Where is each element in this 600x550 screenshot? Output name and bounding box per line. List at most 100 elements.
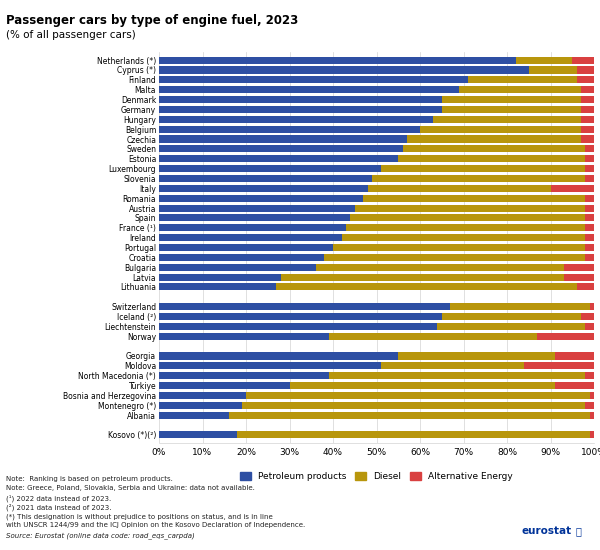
Bar <box>586 402 594 409</box>
Bar <box>586 145 594 152</box>
Bar <box>551 185 594 192</box>
Bar <box>586 214 594 222</box>
Text: Passenger cars by type of engine fuel, 2023: Passenger cars by type of engine fuel, 2… <box>6 14 298 27</box>
Bar <box>350 214 586 222</box>
Bar <box>572 57 594 64</box>
Bar <box>516 57 572 64</box>
Bar <box>159 303 451 310</box>
Text: (²) 2021 data instead of 2023.: (²) 2021 data instead of 2023. <box>6 504 112 512</box>
Bar <box>159 234 342 241</box>
Bar <box>555 353 594 360</box>
Bar <box>333 244 586 251</box>
Bar <box>581 313 594 320</box>
Bar <box>590 431 594 438</box>
Bar <box>159 195 364 202</box>
Bar <box>372 175 586 182</box>
Bar <box>159 106 442 113</box>
Text: eurostat: eurostat <box>522 526 572 536</box>
Text: ⬛: ⬛ <box>576 526 582 536</box>
Bar <box>329 372 586 379</box>
Bar <box>159 165 381 172</box>
Bar <box>159 402 242 409</box>
Bar <box>159 362 381 370</box>
Bar <box>242 402 586 409</box>
Bar <box>238 431 590 438</box>
Bar <box>159 214 350 222</box>
Bar <box>159 57 516 64</box>
Bar <box>159 175 372 182</box>
Bar <box>468 76 577 84</box>
Bar <box>346 224 586 232</box>
Bar <box>577 283 594 290</box>
Bar <box>590 303 594 310</box>
Bar <box>451 303 590 310</box>
Bar <box>342 234 586 241</box>
Bar <box>586 254 594 261</box>
Bar <box>398 155 586 162</box>
Bar <box>433 116 581 123</box>
Bar <box>290 382 555 389</box>
Bar <box>159 86 459 94</box>
Bar <box>529 67 577 74</box>
Text: Source: Eurostat (online data code: road_eqs_carpda): Source: Eurostat (online data code: road… <box>6 532 195 538</box>
Bar <box>420 125 581 133</box>
Bar <box>442 96 581 103</box>
Bar <box>538 333 594 340</box>
Bar <box>159 135 407 142</box>
Bar <box>159 205 355 212</box>
Bar <box>159 67 529 74</box>
Bar <box>159 273 281 281</box>
Bar <box>586 165 594 172</box>
Bar <box>159 155 398 162</box>
Bar <box>159 382 290 389</box>
Bar <box>581 96 594 103</box>
Bar <box>577 67 594 74</box>
Bar <box>586 205 594 212</box>
Bar <box>586 195 594 202</box>
Bar <box>398 353 555 360</box>
Bar <box>364 195 586 202</box>
Bar <box>442 106 581 113</box>
Bar <box>325 254 586 261</box>
Bar <box>355 205 586 212</box>
Bar <box>437 323 586 330</box>
Bar <box>368 185 551 192</box>
Bar <box>563 273 594 281</box>
Bar <box>581 86 594 94</box>
Bar <box>577 76 594 84</box>
Bar <box>590 411 594 419</box>
Text: (¹) 2022 data instead of 2023.: (¹) 2022 data instead of 2023. <box>6 494 111 502</box>
Bar <box>381 165 586 172</box>
Bar <box>281 273 563 281</box>
Bar <box>581 116 594 123</box>
Bar <box>159 224 346 232</box>
Bar <box>159 145 403 152</box>
Bar <box>159 392 246 399</box>
Legend: Petroleum products, Diesel, Alternative Energy: Petroleum products, Diesel, Alternative … <box>236 469 517 485</box>
Bar <box>159 244 333 251</box>
Bar <box>159 353 398 360</box>
Bar <box>246 392 590 399</box>
Bar <box>403 145 586 152</box>
Bar <box>581 106 594 113</box>
Bar <box>407 135 581 142</box>
Text: Note: Greece, Poland, Slovakia, Serbia and Ukraine: data not available.: Note: Greece, Poland, Slovakia, Serbia a… <box>6 485 255 491</box>
Text: with UNSCR 1244/99 and the ICJ Opinion on the Kosovo Declaration of Independence: with UNSCR 1244/99 and the ICJ Opinion o… <box>6 522 305 529</box>
Bar <box>329 333 538 340</box>
Bar <box>159 96 442 103</box>
Bar <box>159 116 433 123</box>
Bar <box>586 224 594 232</box>
Bar <box>159 125 420 133</box>
Bar <box>555 382 594 389</box>
Bar <box>586 175 594 182</box>
Bar <box>524 362 594 370</box>
Bar <box>459 86 581 94</box>
Bar <box>159 76 468 84</box>
Bar <box>586 323 594 330</box>
Bar <box>159 254 325 261</box>
Bar <box>159 185 368 192</box>
Bar <box>159 431 238 438</box>
Bar <box>586 244 594 251</box>
Bar <box>316 263 563 271</box>
Bar <box>159 313 442 320</box>
